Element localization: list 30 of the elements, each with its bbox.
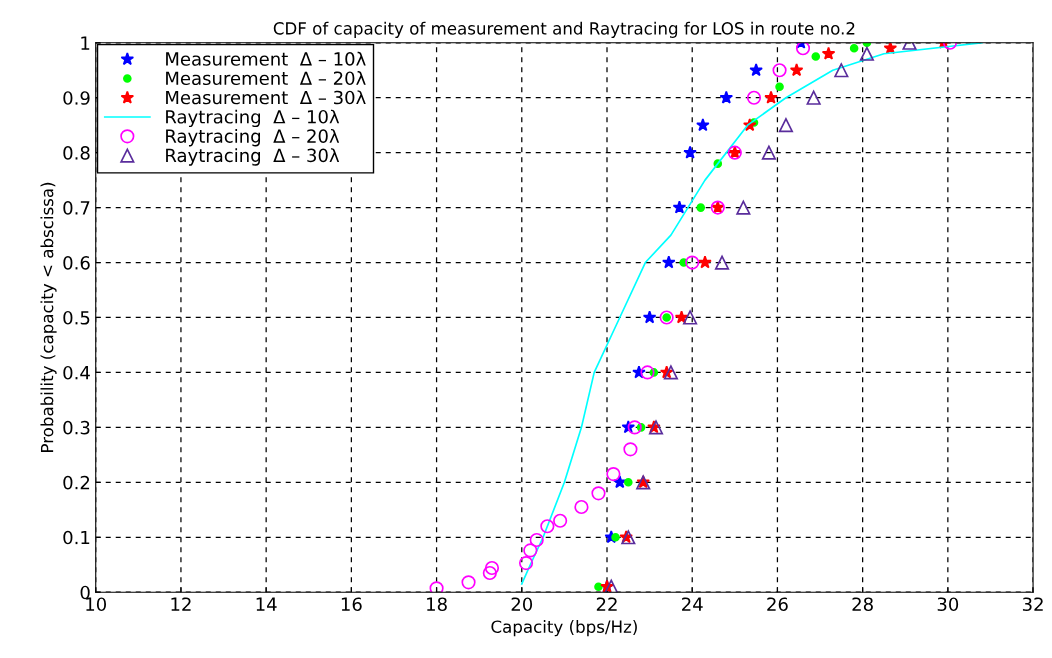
legend-label: Measurement Δ – 20λ <box>166 71 366 86</box>
x-tick-label: 28 <box>852 597 873 612</box>
x-tick-label: 16 <box>341 597 362 612</box>
legend-label: Measurement Δ – 30λ <box>166 90 366 105</box>
y-tick-label: 1 <box>81 36 90 50</box>
x-tick-label: 12 <box>171 597 191 611</box>
x-tick-label: 32 <box>1022 597 1043 612</box>
y-tick-label: 0.4 <box>63 365 90 380</box>
legend-label: Measurement Δ – 10λ <box>166 51 366 66</box>
y-tick-label: 0.5 <box>63 310 90 325</box>
x-tick-label: 26 <box>767 597 788 612</box>
y-tick-label: 0.9 <box>63 91 90 105</box>
legend-label: Raytracing Δ – 20λ <box>166 128 340 147</box>
y-tick-label: 0.1 <box>63 530 90 545</box>
x-tick-label: 30 <box>937 597 959 612</box>
x-axis-title: Capacity (bps/Hz) <box>491 620 637 637</box>
legend-label: Raytracing Δ – 10λ <box>166 109 340 128</box>
y-tick-label: 0.7 <box>63 201 90 215</box>
legend-label: Raytracing Δ – 30λ <box>166 148 340 166</box>
y-tick-label: 0.8 <box>63 146 90 160</box>
chart-title: CDF of capacity of measurement and Raytracing for LOS in route no.2 <box>273 21 855 38</box>
x-tick-label: 20 <box>511 597 533 612</box>
x-tick-label: 18 <box>427 597 447 612</box>
x-tick-label: 22 <box>596 597 617 611</box>
y-axis-title: Probability (capacity < abscissa) <box>40 182 57 452</box>
x-tick-label: 14 <box>256 597 277 611</box>
y-tick-label: 0.6 <box>63 256 90 270</box>
y-tick-label: 0.3 <box>63 420 90 435</box>
x-tick-label: 24 <box>682 597 703 611</box>
y-tick-label: 0.2 <box>63 475 90 490</box>
